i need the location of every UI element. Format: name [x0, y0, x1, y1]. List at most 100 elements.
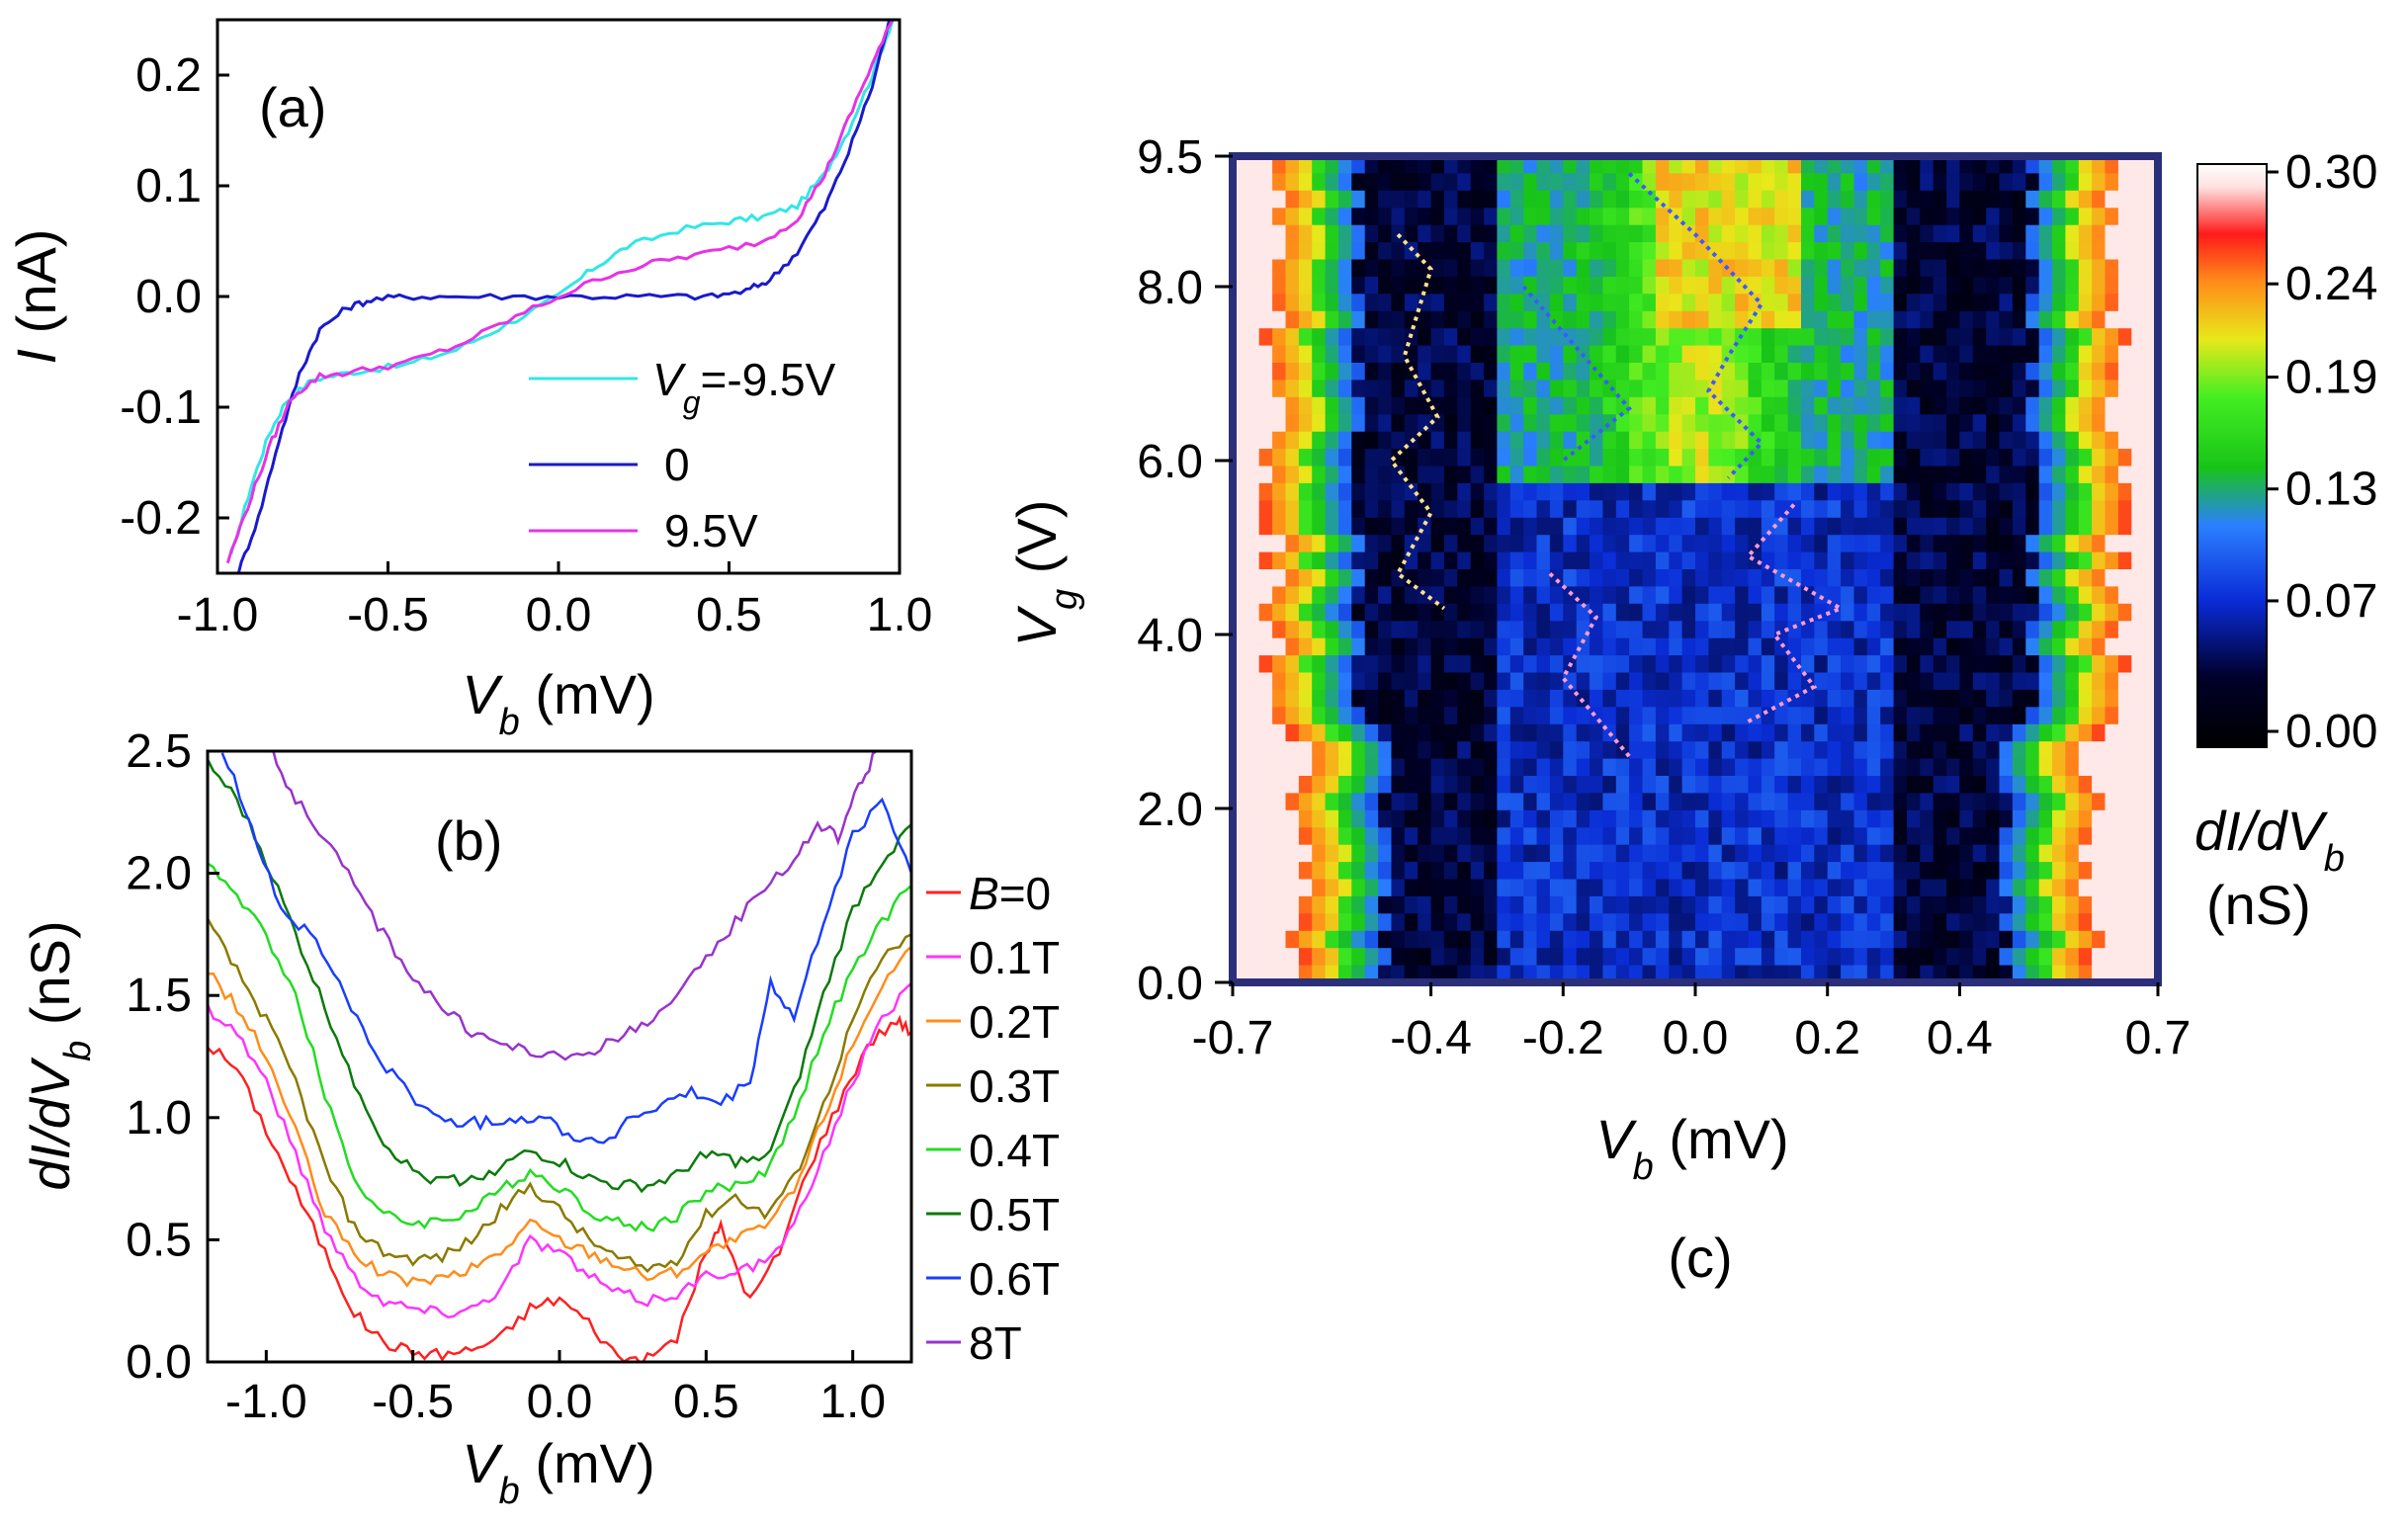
- heatmap-cell: [1285, 224, 1300, 243]
- heatmap-cell: [1351, 173, 1366, 192]
- heatmap-cell: [1866, 758, 1881, 777]
- panel-c-colorbar: 0.300.240.190.130.070.00 dI/dVb (nS): [2194, 146, 2377, 936]
- heatmap-cell: [1272, 930, 1287, 949]
- heatmap-cell: [2038, 569, 2053, 588]
- heatmap-cell: [1443, 930, 1459, 949]
- heatmap-cell: [2012, 793, 2027, 811]
- heatmap-cell: [1312, 208, 1327, 226]
- heatmap-cell: [1655, 895, 1671, 915]
- heatmap-cell: [2025, 862, 2040, 881]
- heatmap-cell: [2012, 879, 2027, 897]
- heatmap-cell: [1787, 328, 1802, 347]
- heatmap-cell: [1536, 723, 1551, 742]
- heatmap-cell: [1681, 208, 1696, 226]
- heatmap-cell: [1258, 551, 1273, 570]
- heatmap-cell: [1443, 173, 1459, 192]
- heatmap-cell: [1801, 224, 1816, 243]
- heatmap-cell: [2012, 294, 2027, 312]
- heatmap-cell: [1602, 156, 1617, 175]
- heatmap-cell: [1325, 776, 1339, 795]
- heatmap-cell: [1721, 637, 1736, 656]
- heatmap-cell: [1509, 879, 1524, 897]
- heatmap-cell: [2012, 707, 2027, 725]
- heatmap-cell: [2012, 276, 2027, 296]
- heatmap-cell: [1404, 569, 1419, 588]
- heatmap-cell: [1695, 844, 1710, 863]
- heatmap-cell: [1708, 809, 1723, 828]
- heatmap-cell: [1272, 380, 1287, 398]
- heatmap-cell: [1959, 707, 1974, 725]
- heatmap-cell: [2105, 224, 2119, 243]
- heatmap-cell: [1576, 396, 1591, 415]
- heatmap-cell: [1999, 294, 2014, 312]
- heatmap-cell: [1841, 655, 1855, 674]
- heatmap-cell: [2065, 380, 2080, 398]
- heatmap-cell: [1959, 414, 1974, 433]
- heatmap-cell: [1391, 569, 1406, 588]
- heatmap-cell: [1378, 449, 1393, 467]
- heatmap-cell: [2092, 517, 2107, 536]
- heatmap-cell: [1549, 294, 1565, 312]
- heatmap-cell: [1351, 827, 1366, 846]
- heatmap-cell: [1298, 363, 1314, 382]
- heatmap-cell: [1866, 535, 1881, 553]
- heatmap-cell: [1351, 621, 1366, 639]
- heatmap-cell: [1866, 879, 1881, 897]
- heatmap-cell: [2117, 655, 2133, 674]
- heatmap-cell: [1761, 672, 1776, 691]
- heatmap-cell: [1602, 482, 1617, 502]
- heatmap-cell: [1523, 965, 1538, 982]
- heatmap-cell: [1920, 603, 1935, 622]
- heatmap-cell: [2105, 414, 2119, 433]
- b-ytick-label-0: 0.0: [126, 1336, 192, 1389]
- heatmap-cell: [1853, 259, 1868, 278]
- heatmap-cell: [1576, 707, 1591, 725]
- heatmap-cell: [1841, 328, 1855, 347]
- heatmap-cell: [2092, 380, 2107, 398]
- heatmap-cell: [1351, 672, 1366, 691]
- heatmap-cell: [1933, 224, 1947, 243]
- heatmap-cell: [1246, 380, 1260, 398]
- heatmap-cell: [1576, 844, 1591, 863]
- heatmap-cell: [1272, 776, 1287, 795]
- heatmap-cell: [1338, 345, 1353, 364]
- heatmap-cell: [1906, 707, 1922, 725]
- heatmap-cell: [2131, 655, 2146, 674]
- heatmap-cell: [2092, 224, 2107, 243]
- heatmap-cell: [1655, 809, 1671, 828]
- heatmap-cell: [2025, 380, 2040, 398]
- heatmap-cell: [1272, 913, 1287, 932]
- heatmap-cell: [1404, 482, 1419, 502]
- heatmap-cell: [2065, 431, 2080, 450]
- a-xtick-label-3: 0.5: [696, 589, 762, 641]
- heatmap-cell: [1669, 328, 1683, 347]
- heatmap-cell: [1827, 758, 1842, 777]
- heatmap-cell: [1695, 276, 1710, 296]
- heatmap-cell: [1470, 895, 1485, 915]
- heatmap-cell: [1748, 482, 1763, 502]
- heatmap-cell: [1523, 723, 1538, 742]
- heatmap-cell: [1418, 741, 1432, 760]
- heatmap-cell: [1655, 930, 1671, 949]
- heatmap-cell: [1721, 723, 1736, 742]
- heatmap-cell: [1906, 535, 1922, 553]
- heatmap-cell: [1298, 965, 1314, 982]
- heatmap-cell: [1615, 948, 1630, 967]
- heatmap-cell: [1906, 517, 1922, 536]
- heatmap-cell: [1629, 294, 1644, 312]
- heatmap-cell: [1801, 758, 1816, 777]
- heatmap-cell: [1827, 363, 1842, 382]
- heatmap-cell: [1615, 879, 1630, 897]
- heatmap-cell: [1364, 482, 1379, 502]
- heatmap-cell: [1497, 844, 1511, 863]
- heatmap-cell: [2105, 844, 2119, 863]
- heatmap-cell: [1827, 482, 1842, 502]
- heatmap-cell: [1866, 276, 1881, 296]
- heatmap-cell: [2131, 879, 2146, 897]
- heatmap-cell: [1484, 586, 1499, 605]
- heatmap-cell: [1814, 621, 1829, 639]
- heatmap-cell: [1642, 707, 1657, 725]
- heatmap-cell: [1590, 431, 1604, 450]
- heatmap-cell: [1484, 294, 1499, 312]
- heatmap-cell: [1298, 569, 1314, 588]
